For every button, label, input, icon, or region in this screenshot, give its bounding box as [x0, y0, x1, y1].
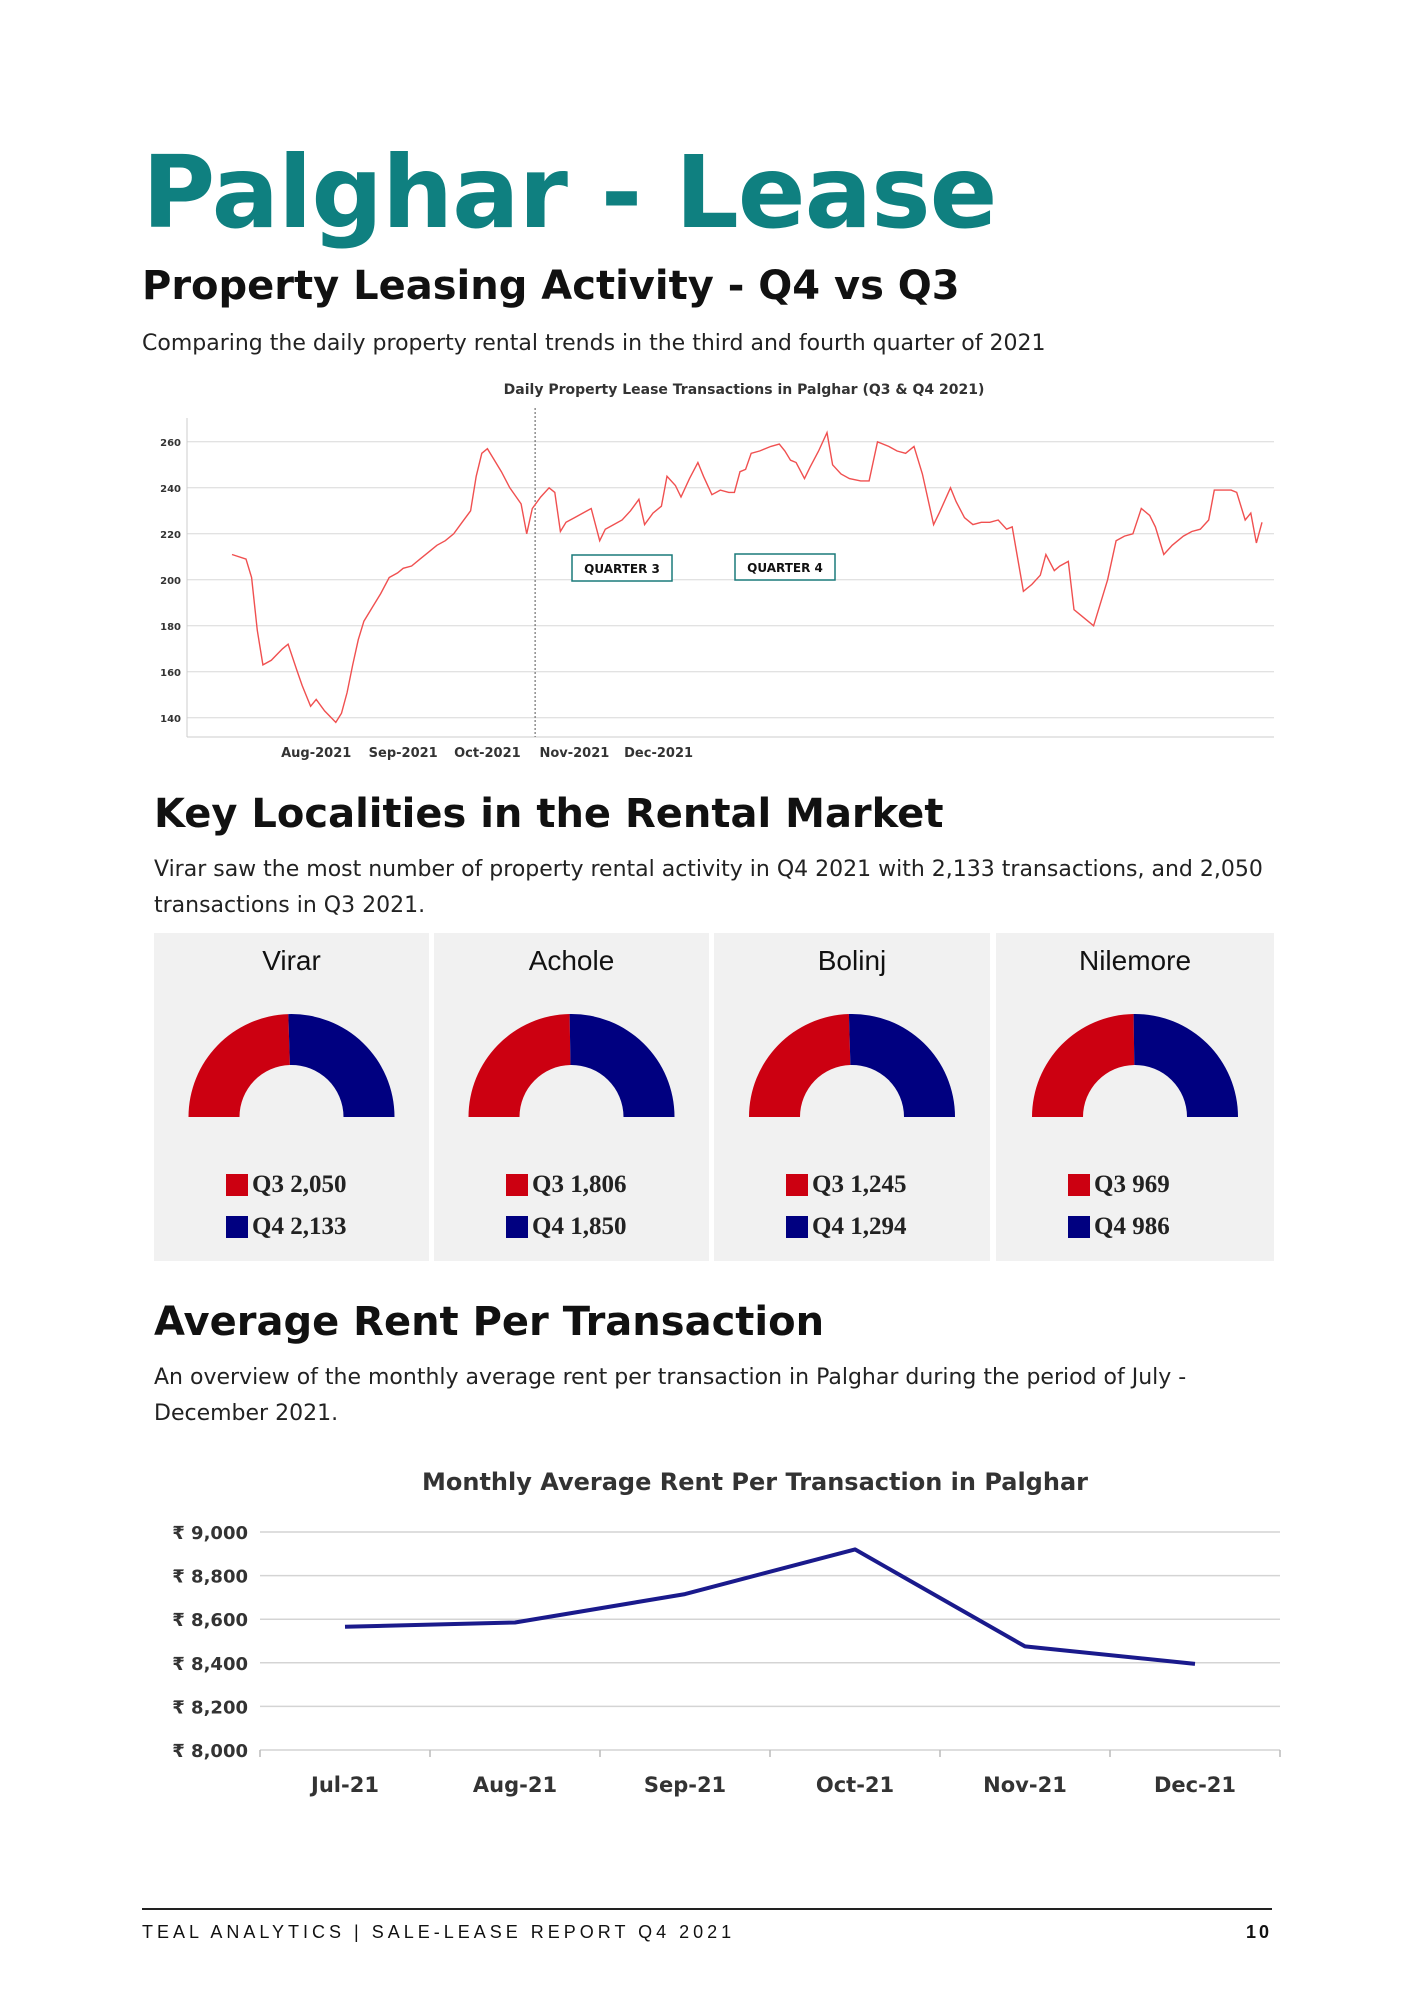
y-tick-label: ₹ 8,400 — [172, 1654, 248, 1675]
legend-value: Q4 1,294 — [812, 1213, 907, 1240]
x-tick-label: Sep-21 — [644, 1773, 726, 1797]
legend-swatch — [1068, 1174, 1090, 1196]
leasing-heading: Property Leasing Activity - Q4 vs Q3 — [142, 263, 960, 309]
legend-value: Q3 1,806 — [532, 1171, 627, 1198]
locality-panel: Achole Q3 1,806 Q4 1,850 — [434, 933, 709, 1261]
rent-description: An overview of the monthly average rent … — [154, 1365, 1187, 1426]
q3-legend: Q3 1,245 — [786, 1170, 906, 1200]
y-tick-label: 180 — [160, 622, 181, 633]
q3-gauge-segment — [188, 1014, 290, 1117]
legend-value: Q4 2,133 — [252, 1213, 347, 1240]
x-tick-label: Aug-21 — [473, 1773, 557, 1797]
q4-legend: Q4 1,294 — [786, 1212, 906, 1242]
legend-swatch — [226, 1174, 248, 1196]
footer-divider — [142, 1908, 1272, 1910]
q4-legend: Q4 986 — [1068, 1212, 1170, 1242]
y-tick-label: ₹ 9,000 — [172, 1523, 248, 1544]
legend-swatch — [506, 1216, 528, 1238]
locality-panel: Virar Q3 2,050 Q4 2,133 — [154, 933, 429, 1261]
y-tick-label: 240 — [160, 484, 181, 495]
q3-gauge-segment — [468, 1014, 571, 1117]
q4-gauge-segment — [288, 1014, 395, 1117]
localities-heading: Key Localities in the Rental Market — [154, 791, 944, 837]
x-tick-label: Nov-2021 — [539, 746, 609, 761]
legend-swatch — [786, 1216, 808, 1238]
q4-legend: Q4 2,133 — [226, 1212, 346, 1242]
quarter-label: QUARTER 3 — [584, 562, 660, 576]
y-tick-label: 200 — [160, 576, 181, 587]
y-tick-label: ₹ 8,800 — [172, 1567, 248, 1588]
locality-name: Virar — [262, 945, 321, 976]
quarter-label: QUARTER 4 — [747, 561, 823, 575]
q3-gauge-segment — [749, 1014, 851, 1117]
locality-name: Bolinj — [817, 945, 887, 976]
x-tick-label: Nov-21 — [983, 1773, 1067, 1797]
legend-value: Q4 986 — [1094, 1213, 1170, 1240]
locality-panel: Bolinj Q3 1,245 Q4 1,294 — [714, 933, 990, 1261]
legend-swatch — [786, 1174, 808, 1196]
q3-legend: Q3 1,806 — [506, 1170, 626, 1200]
locality-panel: Nilemore Q3 969 Q4 986 — [996, 933, 1274, 1261]
legend-value: Q3 1,245 — [812, 1171, 907, 1198]
leasing-description: Comparing the daily property rental tren… — [142, 331, 1046, 356]
daily-transactions-line — [231, 430, 1263, 724]
page-title: Palghar - Lease — [142, 134, 997, 251]
chart-title: Monthly Average Rent Per Transaction in … — [422, 1468, 1088, 1496]
q3-legend: Q3 969 — [1068, 1170, 1170, 1200]
footer-report-name: TEAL ANALYTICS | SALE-LEASE REPORT Q4 20… — [142, 1922, 736, 1942]
localities-description: Virar saw the most number of property re… — [154, 857, 1263, 918]
y-tick-label: 160 — [160, 668, 181, 679]
gauge-chart — [468, 1013, 675, 1117]
chart-title: Daily Property Lease Transactions in Pal… — [504, 382, 985, 398]
x-tick-label: Oct-21 — [816, 1773, 894, 1797]
y-tick-label: 140 — [160, 714, 181, 725]
q4-gauge-segment — [848, 1013, 955, 1117]
x-tick-label: Jul-21 — [309, 1773, 379, 1797]
gauge-chart — [188, 1014, 395, 1117]
legend-swatch — [506, 1174, 528, 1196]
y-tick-label: ₹ 8,000 — [172, 1741, 248, 1762]
x-tick-label: Oct-2021 — [454, 746, 521, 761]
x-tick-label: Dec-21 — [1154, 1773, 1236, 1797]
legend-swatch — [1068, 1216, 1090, 1238]
quarter-label-box — [571, 554, 673, 582]
legend-value: Q3 969 — [1094, 1171, 1170, 1198]
locality-name: Achole — [528, 945, 615, 976]
rent-heading: Average Rent Per Transaction — [154, 1299, 825, 1345]
quarter-label-box — [734, 553, 836, 581]
q4-gauge-segment — [1133, 1013, 1238, 1117]
average-rent-line — [344, 1547, 1196, 1666]
y-tick-label: 260 — [160, 438, 181, 449]
y-tick-label: 220 — [160, 530, 181, 541]
daily-lease-chart: Daily Property Lease Transactions in Pal… — [160, 382, 1274, 761]
page-number: 10 — [1245, 1922, 1272, 1942]
legend-value: Q3 2,050 — [252, 1171, 347, 1198]
x-tick-label: Dec-2021 — [624, 746, 693, 761]
gauge-chart — [1032, 1013, 1238, 1117]
q3-gauge-segment — [1032, 1014, 1135, 1117]
y-tick-label: ₹ 8,200 — [172, 1697, 248, 1718]
legend-swatch — [226, 1216, 248, 1238]
q3-legend: Q3 2,050 — [226, 1170, 346, 1200]
legend-value: Q4 1,850 — [532, 1213, 627, 1240]
x-tick-label: Aug-2021 — [281, 746, 351, 761]
y-tick-label: ₹ 8,600 — [172, 1610, 248, 1631]
gauge-chart — [749, 1013, 955, 1117]
locality-name: Nilemore — [1078, 945, 1192, 976]
x-tick-label: Sep-2021 — [369, 746, 438, 761]
q4-gauge-segment — [569, 1013, 675, 1117]
monthly-rent-chart: Monthly Average Rent Per Transaction in … — [172, 1468, 1281, 1797]
q4-legend: Q4 1,850 — [506, 1212, 626, 1242]
